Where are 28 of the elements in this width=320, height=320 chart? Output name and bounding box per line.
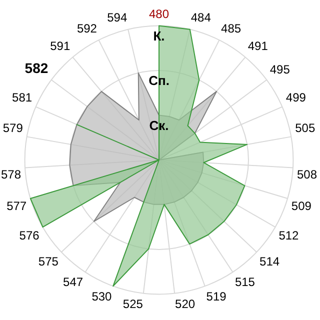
spoke-label: 579 [2, 121, 24, 136]
spoke-label: 577 [6, 199, 27, 214]
spoke-label: 505 [295, 121, 316, 136]
spoke-label: 530 [92, 289, 112, 304]
spoke-label: 508 [296, 168, 318, 182]
spoke-label: 491 [248, 39, 268, 54]
spoke-label: 515 [234, 274, 256, 289]
spoke-label: 519 [206, 289, 227, 304]
spoke-label: 592 [76, 22, 98, 36]
spoke-label: 520 [175, 296, 196, 311]
spoke-label: 582 [24, 60, 48, 76]
spoke-label: 499 [286, 90, 306, 104]
spoke-label: 512 [278, 228, 300, 243]
spoke-label: 578 [0, 168, 22, 182]
spoke-label: 514 [260, 254, 280, 268]
spoke-label: 485 [221, 22, 242, 36]
spoke-label: 591 [50, 39, 70, 54]
spoke-label: 547 [63, 274, 84, 289]
spoke-label: 581 [12, 90, 32, 104]
y-tick-label: Ск. [149, 118, 169, 133]
spoke-label: 594 [107, 10, 128, 25]
spoke-label: 484 [190, 10, 212, 25]
spoke-label: 576 [19, 228, 40, 243]
spoke-label: 509 [291, 199, 312, 214]
spoke-label: 480 [148, 6, 170, 21]
spoke-label: 575 [38, 254, 59, 268]
spoke-label: 495 [270, 62, 290, 77]
spoke-label: 525 [122, 296, 144, 311]
